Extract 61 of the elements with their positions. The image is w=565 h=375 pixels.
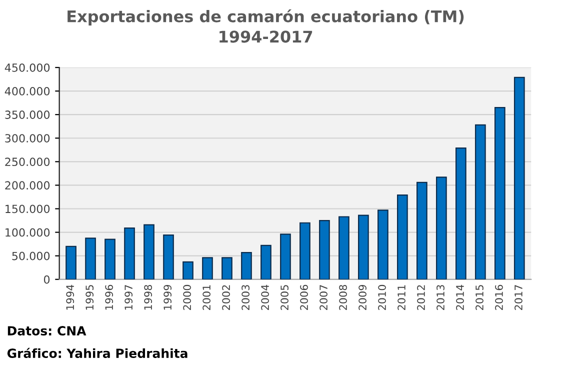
- bar: [124, 228, 135, 280]
- y-tick-label: 100.000: [6, 228, 50, 237]
- x-tick-label: 1998: [144, 284, 152, 310]
- bar: [494, 106, 506, 280]
- x-tick-label: 2011: [398, 285, 406, 310]
- bar: [260, 244, 272, 280]
- bar: [222, 257, 232, 280]
- bar: [378, 210, 388, 280]
- x-tick-label: 2007: [320, 285, 328, 310]
- bar: [436, 176, 447, 280]
- bar: [85, 238, 96, 280]
- x-tick-label: 2003: [242, 285, 250, 310]
- bar: [514, 76, 525, 280]
- bar: [66, 246, 76, 280]
- bar: [163, 234, 174, 280]
- y-tick-label: 350.000: [5, 110, 50, 119]
- x-tick-label: 2012: [417, 285, 425, 310]
- bar: [319, 220, 330, 280]
- x-tick-label: 2010: [378, 284, 386, 310]
- x-tick-label: 2000: [183, 284, 192, 310]
- x-tick-label: 2001: [202, 285, 211, 310]
- bar: [104, 238, 116, 280]
- x-tick-label: 2014: [456, 284, 464, 310]
- bar: [397, 194, 408, 280]
- bar: [455, 147, 466, 280]
- x-tick-label: 2015: [476, 285, 484, 310]
- x-tick-label: 1996: [105, 284, 114, 310]
- x-tick-label: 2013: [436, 285, 444, 310]
- bar: [416, 182, 428, 280]
- x-tick-label: 1997: [124, 285, 133, 310]
- y-tick-label: 400.000: [4, 87, 50, 96]
- bar: [280, 234, 291, 280]
- bar: [202, 257, 213, 280]
- y-tick-label: 450.000: [4, 63, 50, 72]
- bar: [474, 124, 486, 280]
- x-tick-label: 2005: [280, 285, 288, 310]
- text: Gráfico: Yahira Piedrahita: [7, 348, 188, 358]
- x-tick-label: 2017: [514, 285, 522, 310]
- text: Datos: CNA: [8, 326, 86, 336]
- bar: [300, 222, 310, 280]
- x-tick-label: 1995: [86, 285, 94, 310]
- y-tick-label: 150.000: [6, 204, 50, 214]
- x-tick-label: 1999: [164, 284, 172, 310]
- bar: [182, 261, 194, 280]
- y-tick-label: 200.000: [5, 181, 50, 190]
- x-tick-label: 2016: [495, 284, 503, 310]
- bar: [358, 214, 369, 280]
- y-tick-label: 300.000: [5, 134, 50, 143]
- bar: [338, 216, 350, 280]
- y-tick-label: 0: [44, 275, 50, 284]
- y-tick-label: 250.000: [5, 158, 50, 166]
- x-tick-label: 2008: [339, 284, 347, 310]
- chart-title: Exportaciones de camarón ecuatoriano (TM) 1994-2017: [68, 9, 464, 43]
- x-tick-label: 2002: [222, 285, 230, 310]
- x-tick-label: 1994: [66, 284, 74, 310]
- x-tick-label: 2009: [358, 284, 366, 310]
- bar: [144, 224, 154, 280]
- bar: [241, 252, 252, 280]
- x-tick-label: 2004: [261, 284, 269, 310]
- y-tick-label: 50.000: [12, 252, 50, 260]
- x-tick-label: 2006: [300, 284, 308, 310]
